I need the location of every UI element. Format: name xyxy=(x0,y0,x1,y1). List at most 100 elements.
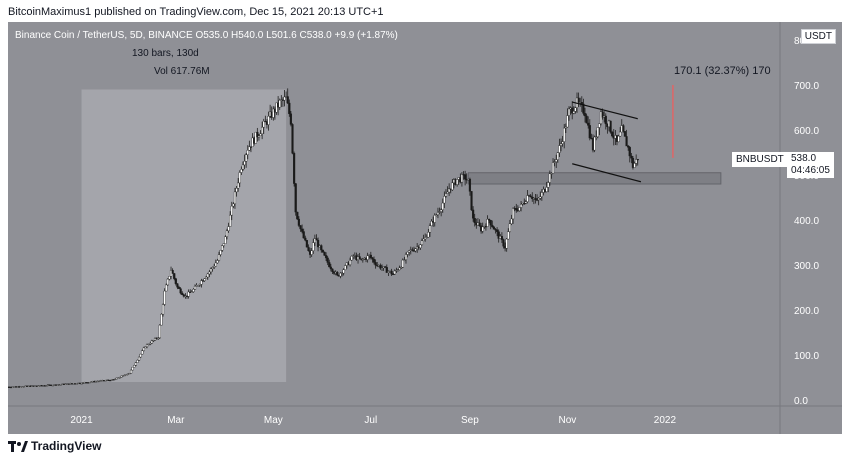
candle-body xyxy=(336,272,339,276)
candle-body xyxy=(193,285,197,290)
candle-body xyxy=(380,267,384,269)
legend-close-label: C xyxy=(299,30,307,41)
candle-body xyxy=(246,150,249,155)
candle-body xyxy=(141,350,144,355)
candle-body xyxy=(491,224,494,228)
candle-body xyxy=(361,259,364,261)
candle-body xyxy=(379,265,382,269)
candle-body xyxy=(213,265,216,268)
y-tick-label: 300.0 xyxy=(794,261,819,272)
candle-body xyxy=(326,257,329,263)
price-chart[interactable]: 0.0100.0200.0300.0400.0500.0600.0700.080… xyxy=(8,22,842,434)
candle-body xyxy=(444,193,448,197)
candle-body xyxy=(166,278,169,286)
candle-body xyxy=(241,164,245,170)
candle-body xyxy=(553,161,556,163)
candle-body xyxy=(526,195,529,202)
candle-body xyxy=(510,218,513,224)
candle-body xyxy=(272,108,275,118)
footer-brand[interactable]: TradingView xyxy=(8,437,101,455)
candle-body xyxy=(627,145,630,148)
candle-body xyxy=(190,291,193,293)
candle-body xyxy=(254,131,257,144)
candle-body xyxy=(566,115,569,128)
x-tick-label: Mar xyxy=(167,415,185,426)
candle-body xyxy=(296,211,299,220)
candle-body xyxy=(403,259,406,261)
candle-body xyxy=(601,111,604,118)
candle-body xyxy=(593,136,596,151)
candle-body xyxy=(464,174,467,180)
candle-body xyxy=(118,377,121,379)
candle-body xyxy=(548,173,551,183)
bar-countdown: 04:46:05 xyxy=(791,165,830,176)
candle-body xyxy=(572,111,575,114)
candle-body xyxy=(571,107,574,114)
candle-body xyxy=(507,231,510,240)
candle-body xyxy=(201,280,205,282)
last-price-tag: 538.0 04:46:05 xyxy=(787,152,834,178)
candle-body xyxy=(80,383,83,385)
x-tick-label: Nov xyxy=(559,415,577,426)
legend-volume: Vol 617.76M xyxy=(154,66,210,77)
legend-change: +9.9 (+1.87%) xyxy=(334,30,398,41)
legend-close-value: 538.0 xyxy=(306,30,332,41)
candle-body xyxy=(500,235,503,240)
candle-body xyxy=(340,272,344,275)
candle-body xyxy=(331,268,334,272)
candle-body xyxy=(523,202,526,205)
channel-lower-line xyxy=(572,163,642,183)
candle-body xyxy=(617,135,620,142)
candle-body xyxy=(350,255,353,261)
candle-body xyxy=(216,260,219,264)
candle-body xyxy=(177,287,181,289)
candle-body xyxy=(451,182,454,191)
candle-body xyxy=(329,266,332,270)
candle-body xyxy=(470,191,473,211)
last-price: 538.0 xyxy=(791,153,817,164)
candle-body xyxy=(176,283,179,288)
candle-body xyxy=(125,374,128,376)
candle-body xyxy=(630,155,633,159)
time-axis-strip xyxy=(8,406,842,434)
candle-body xyxy=(278,100,281,108)
x-tick-label: May xyxy=(264,415,283,426)
candle-body xyxy=(181,292,184,295)
candle-body xyxy=(440,209,443,212)
candle-body xyxy=(173,273,176,279)
candle-body xyxy=(505,238,508,249)
legend-low-value: 501.6 xyxy=(271,30,297,41)
candle-body xyxy=(473,218,476,223)
candle-body xyxy=(478,222,481,226)
candle-body xyxy=(599,111,603,124)
candle-body xyxy=(161,304,165,315)
candle-body xyxy=(131,366,134,371)
candle-body xyxy=(551,162,555,174)
chart-frame[interactable]: 0.0100.0200.0300.0400.0500.0600.0700.080… xyxy=(8,22,842,434)
candle-body xyxy=(214,262,217,267)
candle-body xyxy=(221,245,224,251)
candle-body xyxy=(625,136,628,147)
candle-body xyxy=(128,372,131,375)
currency-badge[interactable]: USDT xyxy=(800,29,836,44)
candle-body xyxy=(574,107,577,112)
candle-body xyxy=(524,201,527,204)
candle-body xyxy=(267,116,270,125)
candle-body xyxy=(540,192,543,198)
candle-body xyxy=(137,356,141,361)
candle-body xyxy=(406,251,409,255)
candle-body xyxy=(384,266,387,268)
footer-brand-name: TradingView xyxy=(31,439,102,453)
candle-body xyxy=(577,97,580,103)
candle-body xyxy=(604,115,607,125)
candle-body xyxy=(390,270,393,275)
candle-body xyxy=(197,285,200,287)
candle-body xyxy=(144,346,147,349)
candle-body xyxy=(433,215,436,223)
candle-body xyxy=(393,270,396,275)
candle-body xyxy=(299,225,302,230)
candle-body xyxy=(240,169,243,173)
candle-body xyxy=(430,221,433,226)
candle-body xyxy=(134,362,137,366)
candle-body xyxy=(342,269,345,274)
